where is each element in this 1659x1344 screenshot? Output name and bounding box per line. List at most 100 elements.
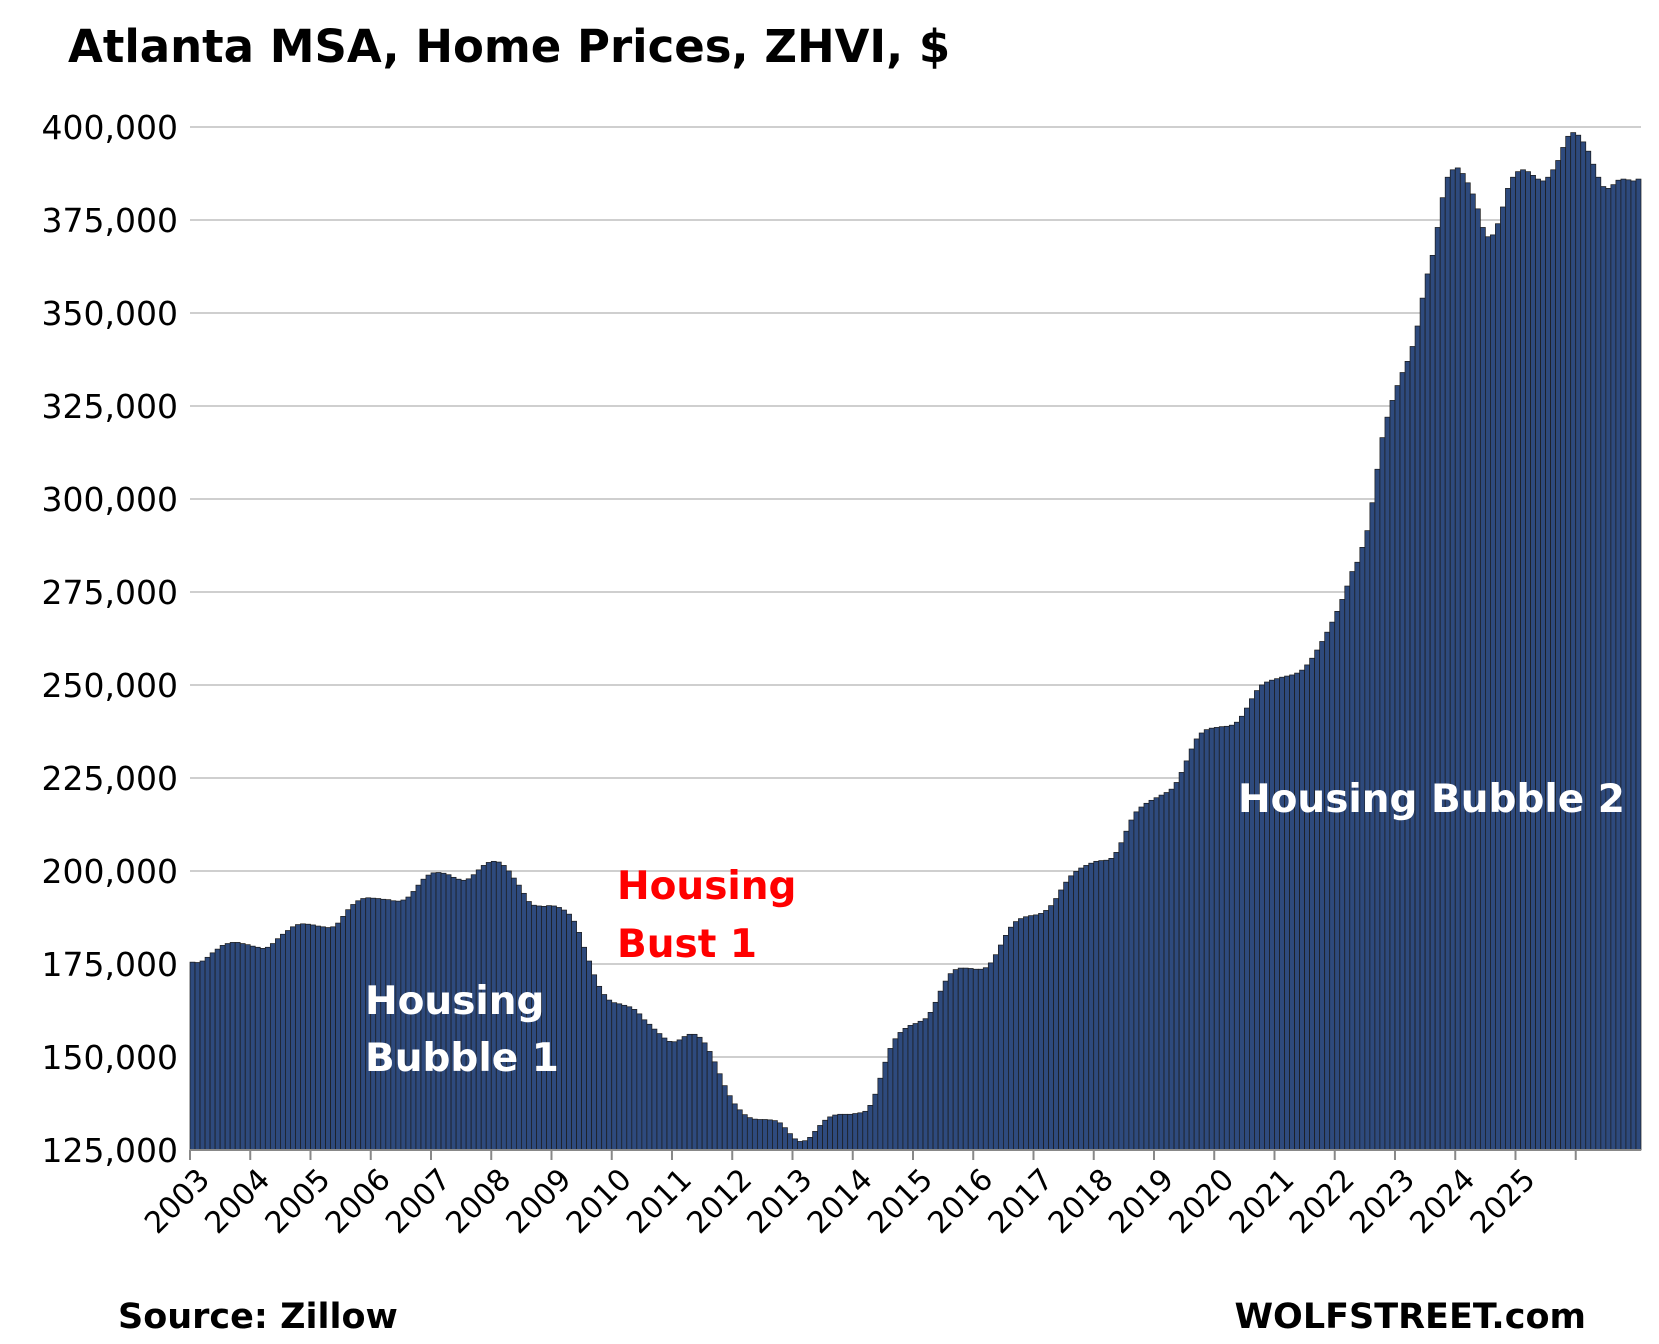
bar <box>1314 649 1321 1151</box>
bar <box>686 1033 693 1151</box>
bar <box>395 900 402 1151</box>
bar <box>967 968 974 1151</box>
bar <box>942 980 949 1151</box>
bar <box>1530 175 1536 1151</box>
bar <box>1228 724 1235 1151</box>
bar <box>531 904 537 1151</box>
bar <box>1439 197 1446 1151</box>
bar <box>837 1113 844 1151</box>
bar <box>375 898 382 1151</box>
bar <box>1595 176 1602 1151</box>
bar <box>229 942 236 1151</box>
bar <box>1590 163 1597 1151</box>
bar <box>1118 842 1125 1151</box>
y-tick-label: 300,000 <box>42 480 178 519</box>
y-tick-label: 350,000 <box>42 294 178 333</box>
bar <box>992 954 999 1151</box>
bar <box>596 985 603 1151</box>
bar <box>320 926 326 1151</box>
x-tick-label: 2009 <box>500 1162 579 1241</box>
bar <box>852 1113 859 1151</box>
bar <box>571 920 577 1151</box>
bar <box>1188 748 1195 1151</box>
bar <box>1324 631 1331 1151</box>
bar <box>591 974 598 1151</box>
bar <box>762 1119 768 1151</box>
bar <box>310 924 316 1151</box>
bar <box>1088 862 1095 1151</box>
bar <box>832 1114 839 1151</box>
bar <box>726 1095 733 1151</box>
bar <box>641 1019 648 1151</box>
bar <box>842 1113 849 1151</box>
bar <box>1485 236 1491 1151</box>
bar <box>772 1120 778 1151</box>
bar <box>797 1141 803 1151</box>
bar <box>862 1110 869 1151</box>
bar <box>194 962 201 1151</box>
annotation-bust1-line2: Bust 1 <box>617 922 757 967</box>
bar <box>295 924 301 1151</box>
bar <box>1128 819 1135 1151</box>
bar <box>1580 141 1587 1151</box>
bar <box>887 1048 894 1151</box>
annotation-bubble1-line2: Bubble 1 <box>365 1036 559 1081</box>
bar <box>556 907 562 1151</box>
bar <box>1434 227 1441 1151</box>
bar <box>656 1033 663 1151</box>
bar <box>1003 935 1009 1151</box>
bar <box>1158 794 1165 1151</box>
bar <box>355 900 362 1151</box>
bar <box>706 1051 713 1151</box>
bar <box>1043 910 1049 1151</box>
bar <box>526 901 532 1151</box>
bar <box>777 1122 783 1151</box>
bar <box>937 990 944 1151</box>
bar <box>1213 727 1220 1151</box>
bar <box>1078 867 1085 1151</box>
bar <box>1540 180 1546 1151</box>
bar <box>390 900 397 1151</box>
bar <box>1038 913 1044 1151</box>
bar <box>224 943 231 1151</box>
bar <box>244 944 251 1151</box>
bar <box>1053 898 1059 1151</box>
bar <box>1555 160 1562 1151</box>
bar <box>902 1028 909 1151</box>
bar <box>827 1116 834 1151</box>
bar <box>1459 173 1466 1151</box>
bar <box>586 960 593 1151</box>
x-tick-label: 2007 <box>379 1162 458 1241</box>
bar <box>977 968 984 1151</box>
bar <box>1565 135 1572 1151</box>
bar <box>651 1028 658 1151</box>
x-tick-label: 2005 <box>259 1162 338 1241</box>
bar <box>1399 372 1406 1151</box>
bar <box>716 1073 723 1151</box>
bar <box>1535 178 1541 1151</box>
bar <box>756 1119 763 1151</box>
bar <box>1369 502 1376 1151</box>
bar <box>1244 707 1250 1151</box>
annotation-bubble1-line1: Housing <box>365 979 544 1024</box>
bar <box>1575 134 1582 1151</box>
bar <box>1269 679 1275 1151</box>
bar <box>1203 729 1210 1151</box>
bar <box>269 943 276 1151</box>
bar <box>741 1114 748 1151</box>
bar <box>345 909 352 1151</box>
bar <box>782 1127 788 1151</box>
bar <box>1319 641 1326 1151</box>
bar <box>681 1036 688 1151</box>
bar <box>822 1119 828 1151</box>
bar <box>1495 223 1501 1151</box>
y-tick-label: 225,000 <box>42 759 178 798</box>
bar <box>802 1140 808 1151</box>
bar <box>952 969 959 1151</box>
bar <box>1264 681 1270 1151</box>
y-axis-labels: 125,000 150,000 175,000 200,000 225,000 250,0… <box>42 108 178 1170</box>
bar <box>1259 684 1265 1151</box>
bar <box>541 905 547 1151</box>
bar <box>1198 732 1205 1151</box>
x-tick-label: 2018 <box>1042 1162 1121 1241</box>
